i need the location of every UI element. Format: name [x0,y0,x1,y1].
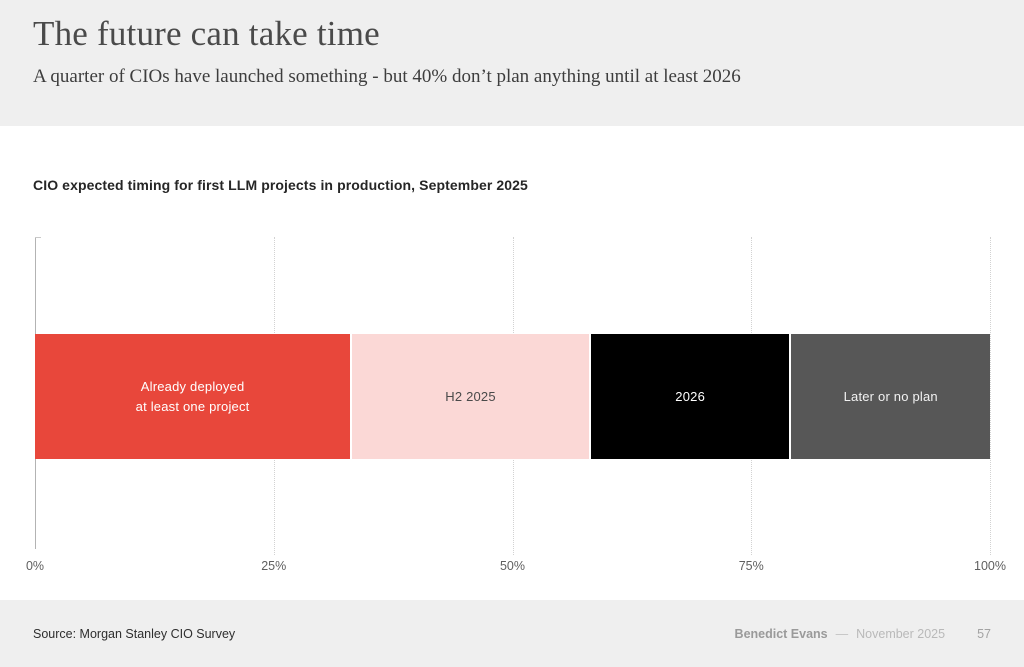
slide-date: November 2025 [856,626,946,641]
chart-title: CIO expected timing for first LLM projec… [33,177,528,193]
chart-area: Already deployed at least one project H2 … [26,237,1006,582]
chart-region: CIO expected timing for first LLM projec… [0,177,1024,582]
gridline-100 [990,237,991,555]
x-tick-label: 100% [974,559,1006,573]
footer-credits: Benedict Evans — November 2025 57 [735,627,991,641]
bar-segment-2: H2 2025 [350,334,589,459]
x-tick-label: 50% [499,559,526,573]
slide-title: The future can take time [33,14,380,53]
x-tick-label: 0% [25,559,45,573]
bar-segment-label: Already deployed at least one project [135,379,250,414]
page-number: 57 [977,626,991,641]
x-tick-label: 25% [261,559,287,573]
x-axis-ticks: 0% 25% 50% 75% 100% [26,559,1006,579]
author-name: Benedict Evans [734,626,828,641]
source-note: Source: Morgan Stanley CIO Survey [33,626,236,641]
slide-subtitle: A quarter of CIOs have launched somethin… [33,66,741,87]
bar-segment-4: Later or no plan [789,334,990,459]
stacked-bar: Already deployed at least one project H2 … [35,334,990,459]
bar-segment-label: H2 2025 [445,388,496,404]
bar-segment-1: Already deployed at least one project [35,334,351,459]
header-band: The future can take time A quarter of CI… [0,0,1024,126]
footer-separator: — [835,626,849,641]
axis-top-tick [35,237,41,238]
x-tick-label: 75% [738,559,764,573]
bar-segment-label: 2026 [675,388,706,404]
bar-segment-3: 2026 [588,334,790,459]
footer-band: Source: Morgan Stanley CIO Survey Benedi… [0,600,1024,667]
bar-segment-label: Later or no plan [843,388,938,404]
